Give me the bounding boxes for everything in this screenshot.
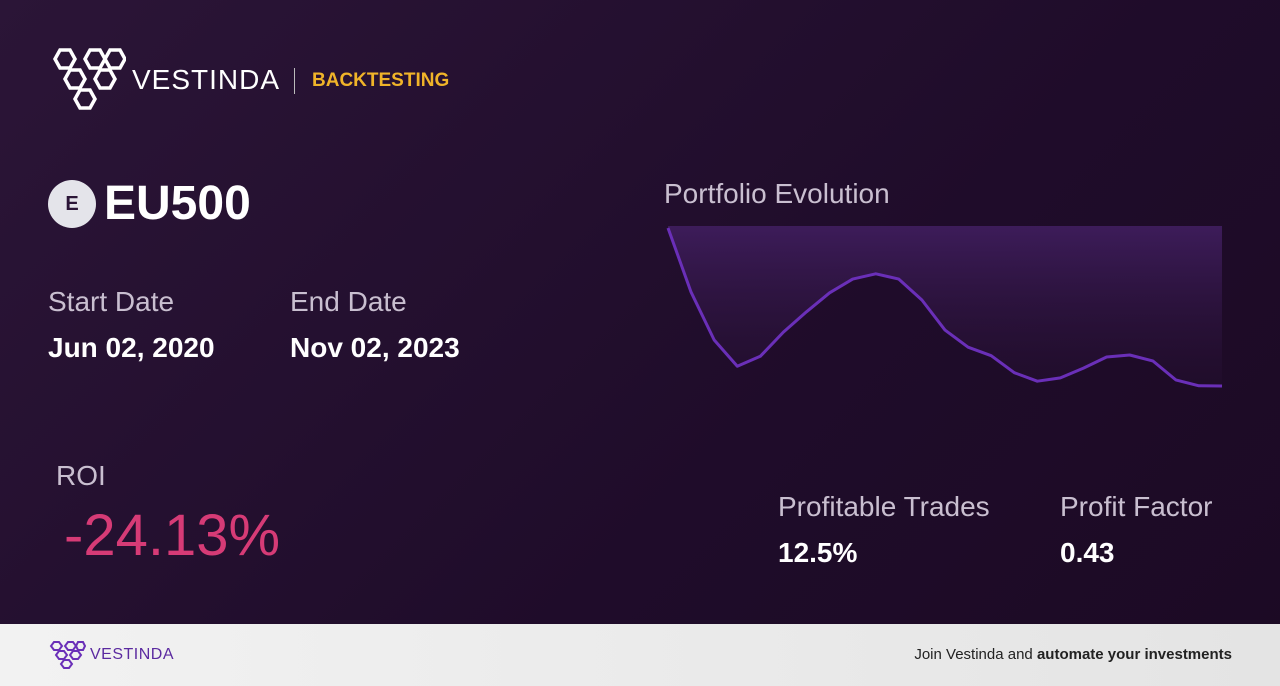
roi-value: -24.13% <box>64 503 281 568</box>
divider <box>294 68 295 94</box>
asset-icon: E <box>48 180 96 228</box>
profitable-value: 12.5% <box>778 537 858 568</box>
end-value: Nov 02, 2023 <box>290 332 460 363</box>
start-label: Start Date <box>48 286 175 317</box>
end-label: End Date <box>290 286 407 317</box>
chart-title: Portfolio Evolution <box>664 178 890 209</box>
line-area <box>668 226 1222 386</box>
logo-icon <box>52 48 126 110</box>
brand: VESTINDA <box>132 64 281 95</box>
footer: VESTINDA Join Vestinda and automate your… <box>0 624 1280 686</box>
footer-brand: VESTINDA <box>90 646 175 663</box>
roi-label: ROI <box>56 460 106 491</box>
section: BACKTESTING <box>312 70 450 91</box>
cta-plain: Join Vestinda and <box>914 646 1033 663</box>
footer-logo <box>49 641 86 669</box>
factor-value: 0.43 <box>1060 537 1115 568</box>
start-value: Jun 02, 2020 <box>48 332 215 363</box>
chart <box>666 226 1223 388</box>
footer-cta: Join Vestinda and automate your investme… <box>914 646 1232 663</box>
profitable-label: Profitable Trades <box>778 491 990 522</box>
portfolio-line <box>666 227 1223 388</box>
asset-symbol: EU500 <box>104 177 251 230</box>
cta-bold: automate your investments <box>1036 646 1232 663</box>
factor-label: Profit Factor <box>1060 491 1213 522</box>
